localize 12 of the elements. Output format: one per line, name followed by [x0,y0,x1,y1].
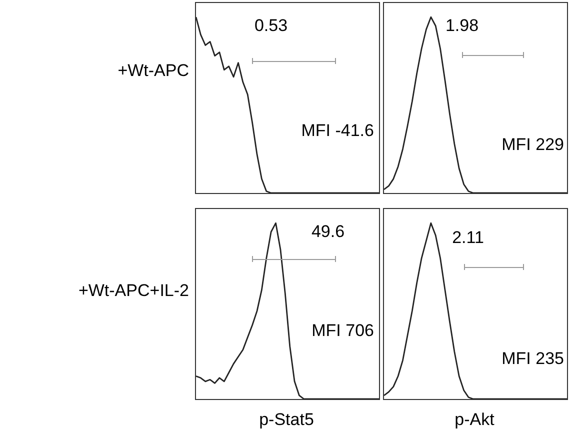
annotation: MFI 235 [502,349,564,369]
x-axis-title: p-Akt [454,410,496,430]
y-axis-title: +Wt-APC+IL-2 [78,281,189,301]
annotation: MFI -41.6 [301,121,374,141]
annotation: 0.53 [253,16,289,36]
annotation: MFI 706 [312,321,374,341]
y-axis-title: +Wt-APC [118,61,189,81]
annotation: 2.11 [451,228,485,248]
x-axis-title: p-Stat5 [258,410,315,430]
annotation: 1.98 [444,16,480,36]
annotation: 49.6 [310,222,346,242]
annotation: MFI 229 [502,135,564,155]
